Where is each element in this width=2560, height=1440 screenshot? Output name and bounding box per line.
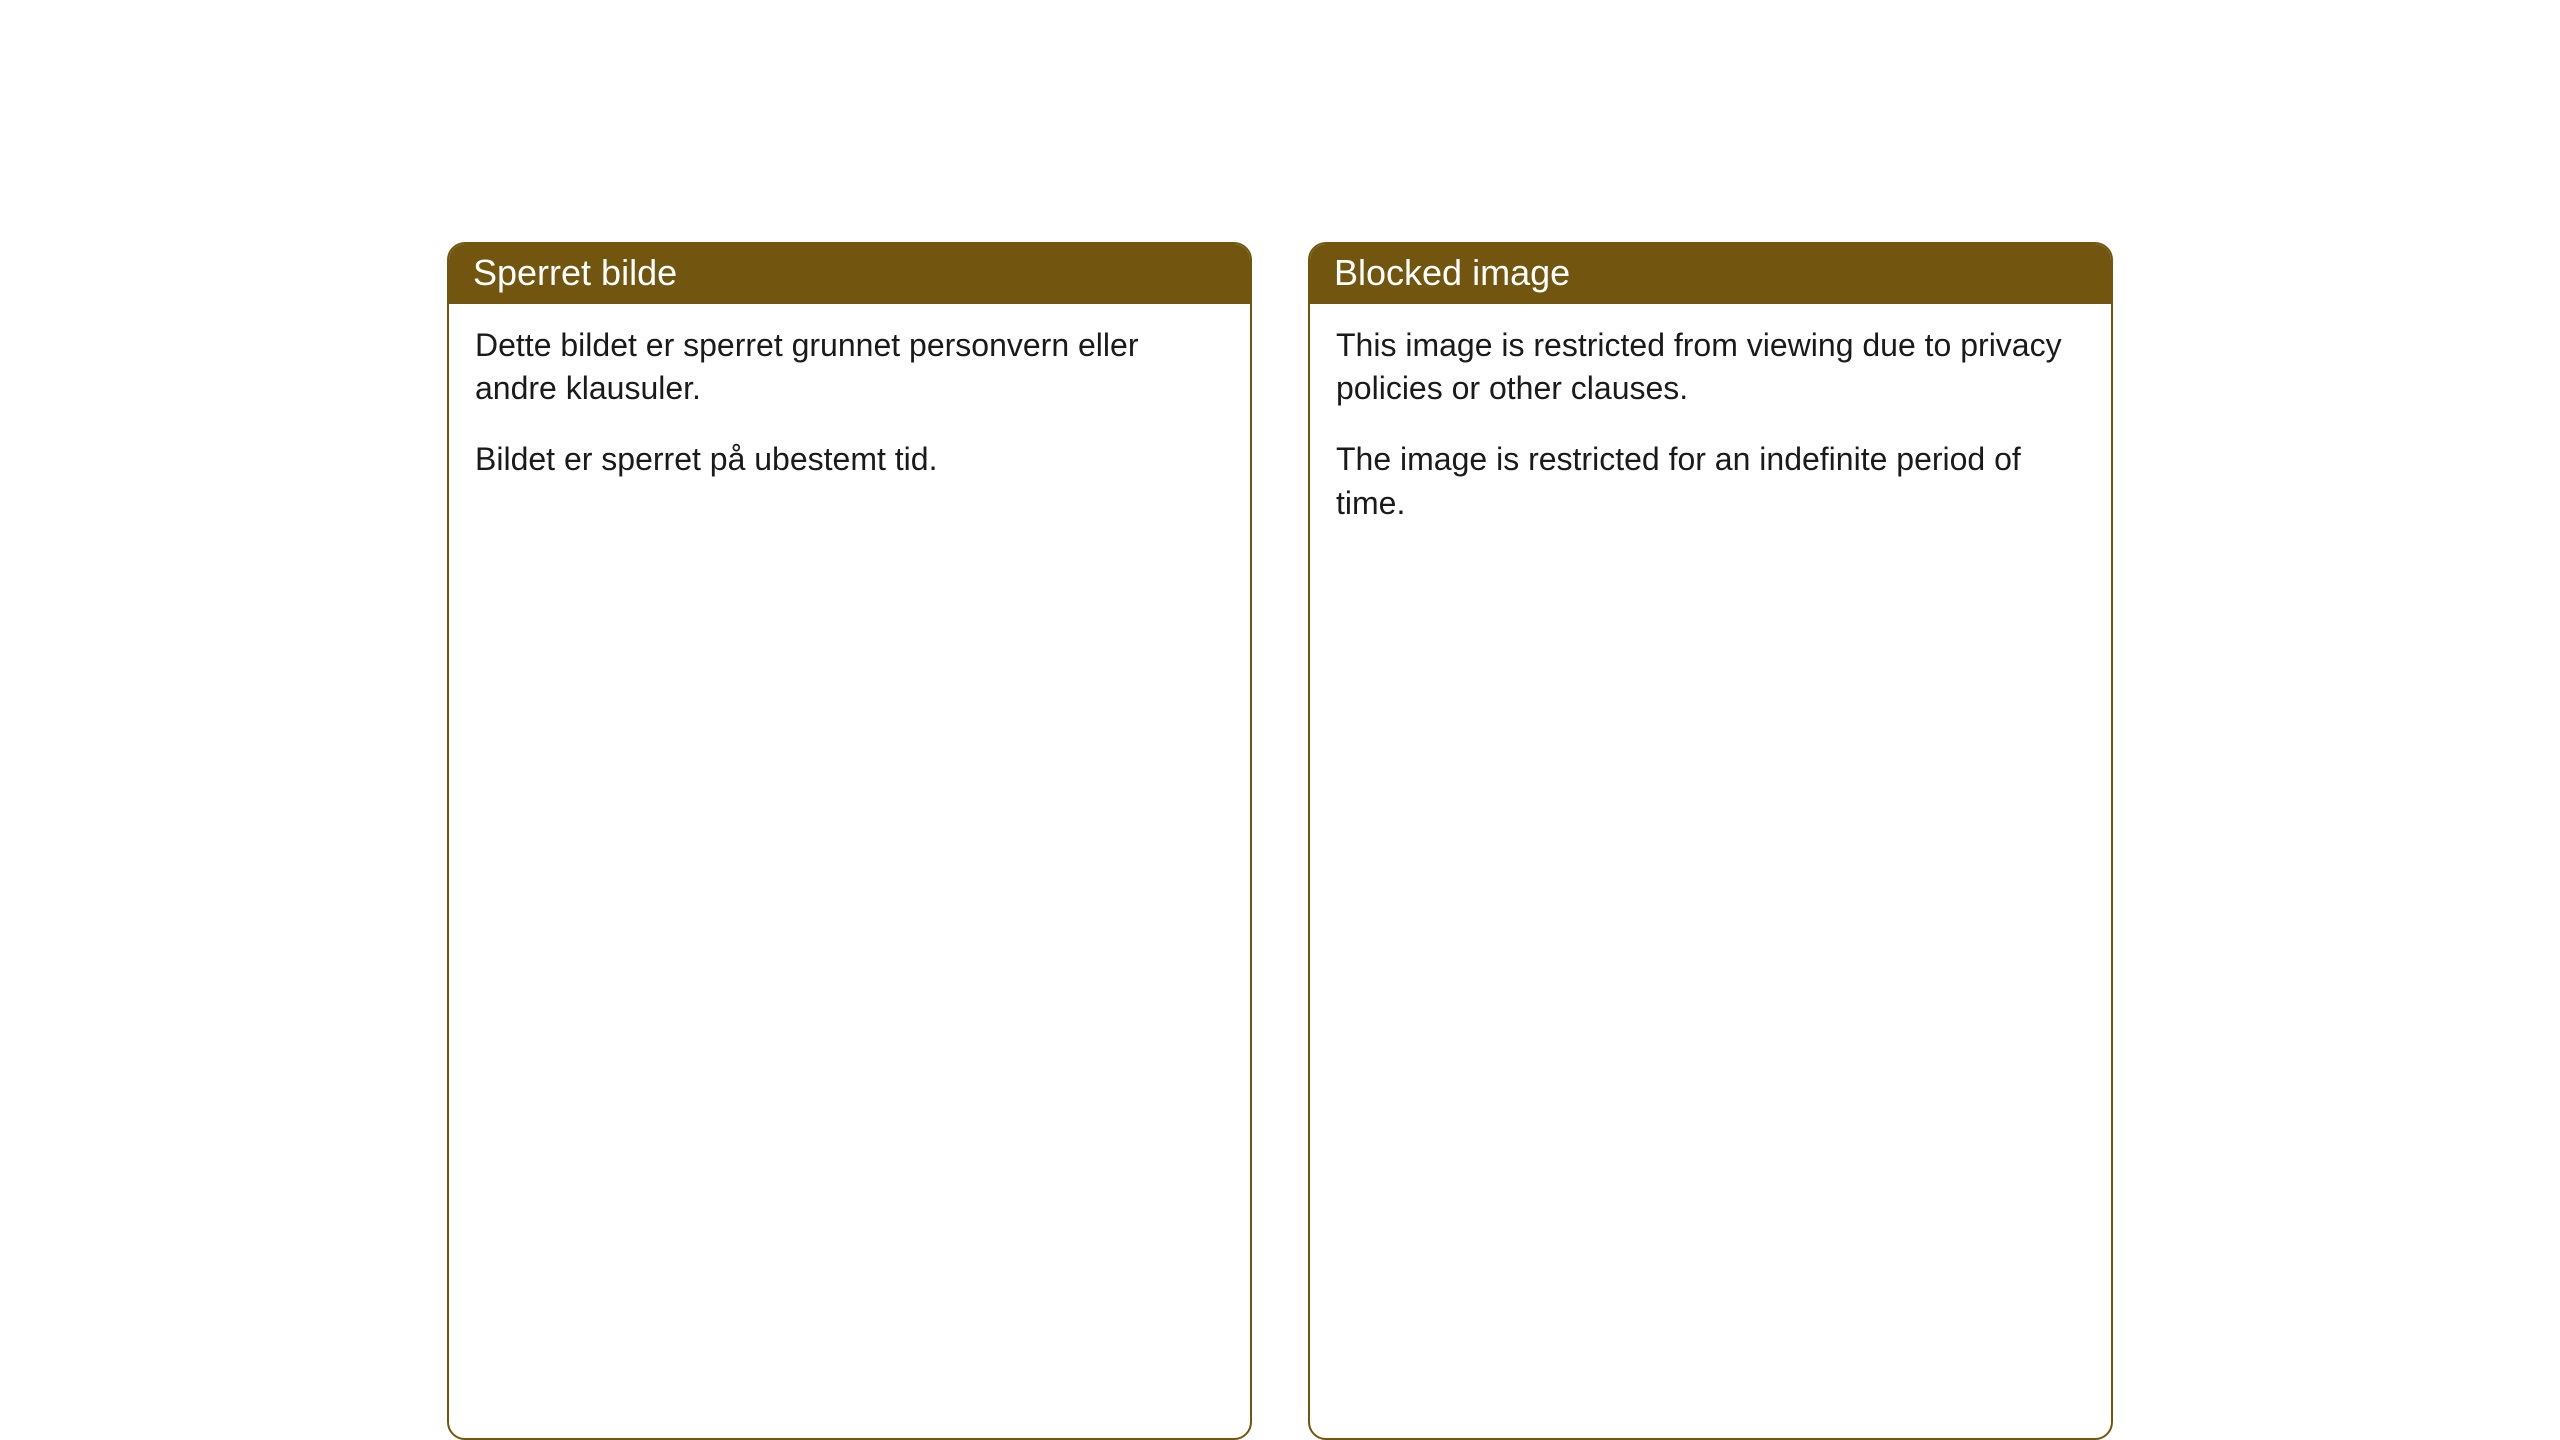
card-paragraph-2-norwegian: Bildet er sperret på ubestemt tid.	[475, 438, 1224, 481]
card-container: Sperret bilde Dette bildet er sperret gr…	[447, 242, 2113, 1440]
card-paragraph-1-english: This image is restricted from viewing du…	[1336, 324, 2085, 410]
card-norwegian: Sperret bilde Dette bildet er sperret gr…	[447, 242, 1252, 1440]
card-body-english: This image is restricted from viewing du…	[1310, 304, 2111, 561]
card-title-norwegian: Sperret bilde	[473, 252, 677, 293]
card-paragraph-1-norwegian: Dette bildet er sperret grunnet personve…	[475, 324, 1224, 410]
card-header-english: Blocked image	[1310, 244, 2111, 304]
card-header-norwegian: Sperret bilde	[449, 244, 1250, 304]
card-title-english: Blocked image	[1334, 252, 1570, 293]
card-paragraph-2-english: The image is restricted for an indefinit…	[1336, 438, 2085, 524]
card-body-norwegian: Dette bildet er sperret grunnet personve…	[449, 304, 1250, 518]
card-english: Blocked image This image is restricted f…	[1308, 242, 2113, 1440]
